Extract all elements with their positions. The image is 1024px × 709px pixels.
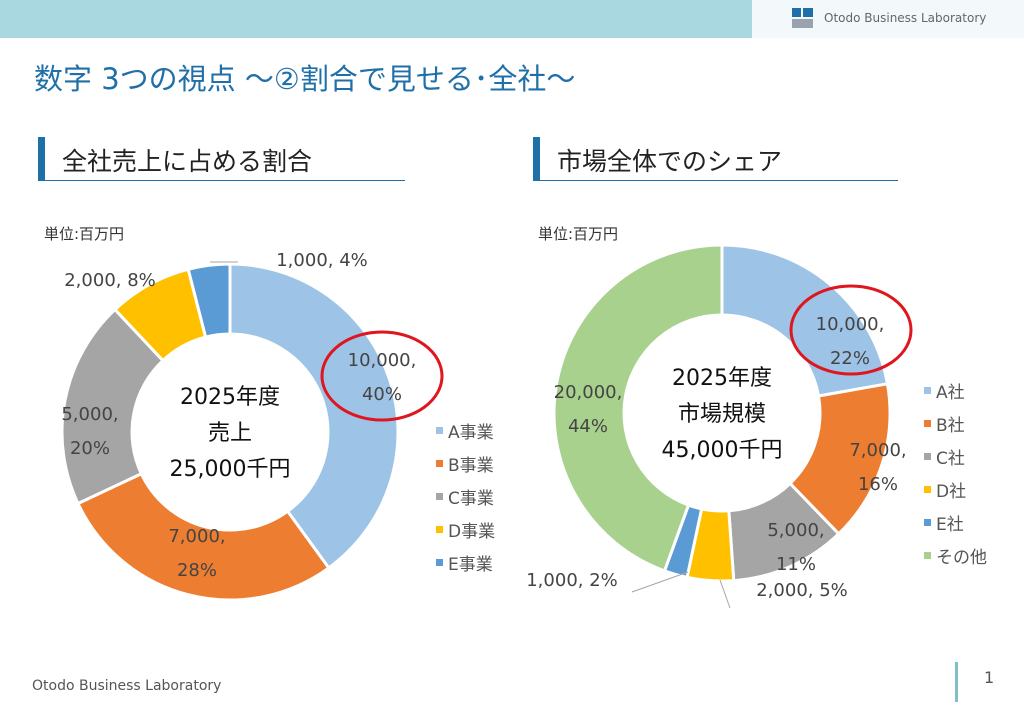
data-label-B社: 7,000, bbox=[849, 440, 906, 461]
legend-swatch bbox=[924, 552, 931, 559]
legend-label: その他 bbox=[936, 548, 987, 568]
slice-C事業 bbox=[60, 307, 166, 506]
legend-label: C事業 bbox=[448, 489, 494, 509]
footer-brand: Otodo Business Laboratory bbox=[32, 678, 222, 694]
data-label-A社: 22% bbox=[830, 348, 870, 369]
data-label-A事業: 10,000, bbox=[348, 350, 417, 371]
brand-name: Otodo Business Laboratory bbox=[824, 11, 987, 25]
legend-swatch bbox=[436, 559, 443, 566]
data-label-A社: 10,000, bbox=[816, 314, 885, 335]
data-label-B事業: 7,000, bbox=[168, 526, 225, 547]
data-label-B事業: 28% bbox=[177, 560, 217, 581]
highlight-circle bbox=[320, 330, 444, 422]
center-label: 25,000千円 bbox=[170, 457, 291, 482]
legend-label: D社 bbox=[936, 482, 966, 502]
center-label: 2025年度 bbox=[672, 366, 772, 391]
data-label-C事業: 5,000, bbox=[61, 404, 118, 425]
data-label-E社: 1,000, 2% bbox=[526, 570, 618, 591]
legend-label: C社 bbox=[936, 449, 965, 469]
legend-label: B社 bbox=[936, 416, 965, 436]
brand-logo-icon bbox=[792, 8, 814, 28]
data-label-C事業: 20% bbox=[70, 438, 110, 459]
slice-A事業 bbox=[228, 262, 400, 571]
donut-chart-1: 10,000, 40% 7,000, 28% 5,000, 20% 2,000, 8% 1,0… bbox=[60, 250, 495, 602]
legend-swatch bbox=[924, 486, 931, 493]
unit-label-right: 単位:百万円 bbox=[538, 225, 619, 243]
center-label: 45,000千円 bbox=[662, 438, 783, 463]
header-bar bbox=[0, 0, 752, 38]
footer-divider bbox=[955, 662, 958, 702]
legend-swatch bbox=[924, 519, 931, 526]
data-label-その他: 44% bbox=[568, 416, 608, 437]
center-label: 2025年度 bbox=[180, 385, 280, 410]
section-marker-left bbox=[38, 137, 45, 181]
brand-area: Otodo Business Laboratory bbox=[752, 0, 1024, 38]
slice-A社 bbox=[720, 243, 890, 398]
legend-swatch bbox=[924, 453, 931, 460]
slice-その他 bbox=[552, 243, 724, 573]
legend-label: A事業 bbox=[448, 423, 494, 443]
section-marker-right bbox=[533, 137, 540, 181]
donut-chart-2: 10,000, 22% 7,000, 16% 5,000, 11% 2,000, 5% 1,0… bbox=[526, 243, 987, 609]
unit-label-left: 単位:百万円 bbox=[44, 225, 125, 243]
legend-swatch bbox=[924, 387, 931, 394]
leader-line bbox=[719, 579, 731, 609]
legend-label: D事業 bbox=[448, 522, 495, 542]
legend-label: B事業 bbox=[448, 456, 494, 476]
data-label-E事業: 1,000, 4% bbox=[276, 250, 368, 271]
section-title-left: 全社売上に占める割合 bbox=[62, 147, 313, 176]
highlight-circle bbox=[789, 284, 913, 376]
legend-label: E事業 bbox=[448, 555, 493, 575]
legend-swatch bbox=[436, 427, 443, 434]
legend-label: E社 bbox=[936, 515, 964, 535]
data-label-B社: 16% bbox=[858, 474, 898, 495]
data-label-D事業: 2,000, 8% bbox=[64, 270, 156, 291]
data-label-D社: 2,000, 5% bbox=[756, 580, 848, 601]
page-title: 数字 3つの視点 〜②割合で見せる･全社〜 bbox=[34, 62, 576, 96]
page-number: 1 bbox=[984, 668, 995, 687]
data-label-C社: 11% bbox=[776, 554, 816, 575]
legend-swatch bbox=[924, 420, 931, 427]
slice-E事業 bbox=[186, 262, 232, 339]
data-label-その他: 20,000, bbox=[554, 382, 623, 403]
section-title-right: 市場全体でのシェア bbox=[557, 147, 783, 176]
slice-B事業 bbox=[75, 471, 331, 602]
legend-swatch bbox=[436, 460, 443, 467]
legend-swatch bbox=[436, 493, 443, 500]
center-label: 売上 bbox=[208, 421, 252, 446]
legend-swatch bbox=[436, 526, 443, 533]
leader-line bbox=[631, 571, 689, 593]
data-label-C社: 5,000, bbox=[767, 520, 824, 541]
legend-label: A社 bbox=[936, 383, 965, 403]
data-label-A事業: 40% bbox=[362, 384, 402, 405]
section-underline-right bbox=[533, 180, 898, 181]
section-underline-left bbox=[38, 180, 405, 181]
center-label: 市場規模 bbox=[678, 402, 766, 427]
